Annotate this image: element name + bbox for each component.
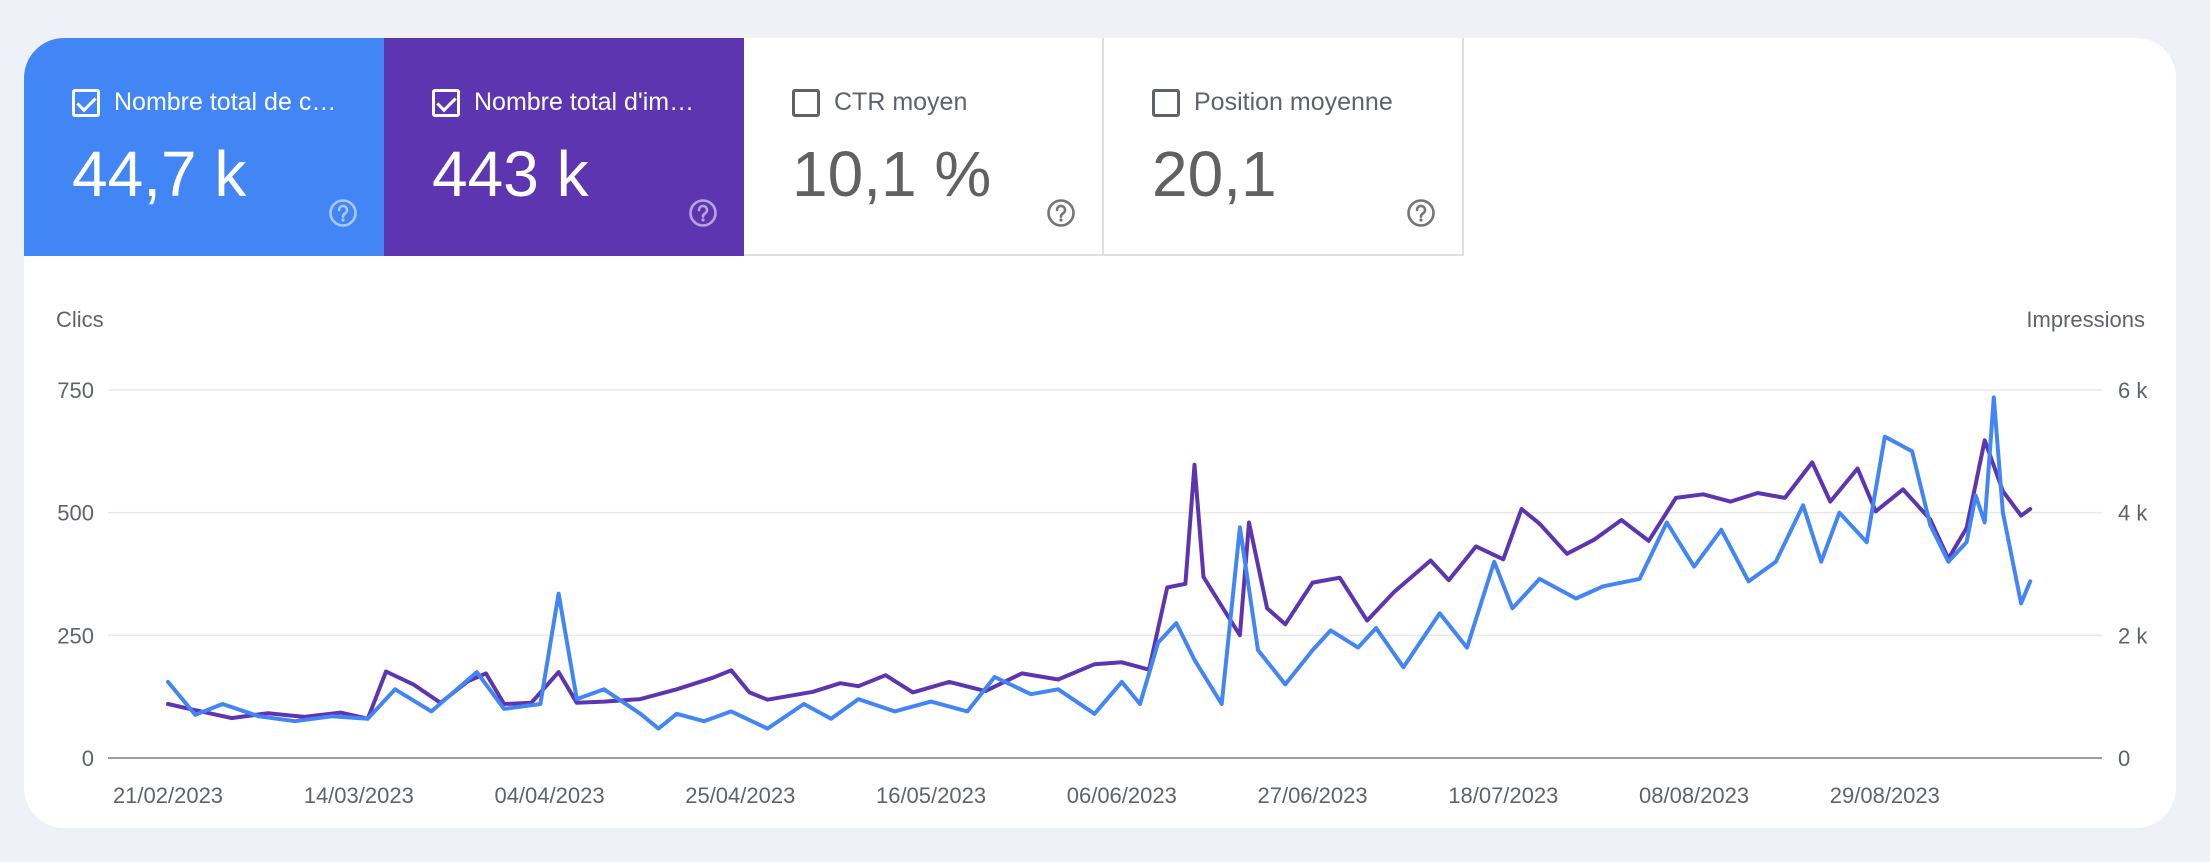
- total-impressions-card[interactable]: Nombre total d'im… 443 k: [384, 38, 744, 256]
- total-clicks-label: Nombre total de c…: [114, 88, 337, 116]
- average-position-label: Position moyenne: [1194, 88, 1393, 116]
- average-ctr-header: CTR moyen: [792, 88, 967, 117]
- x-tick-label: 08/08/2023: [1639, 783, 1749, 808]
- average-ctr-label: CTR moyen: [834, 88, 968, 116]
- performance-chart: Clics Impressions 750 6 k 500 4 k 250 2 k 0 0 21…: [24, 298, 2176, 818]
- average-ctr-card[interactable]: CTR moyen 10,1 %: [744, 38, 1104, 256]
- y-left-tick-label: 250: [57, 623, 94, 648]
- x-tick-label: 14/03/2023: [304, 783, 414, 808]
- x-tick-label: 29/08/2023: [1830, 783, 1940, 808]
- y-right-tick-label: 2 k: [2118, 623, 2148, 648]
- average-ctr-checkbox[interactable]: [792, 88, 820, 117]
- y-left-tick-label: 750: [57, 378, 94, 403]
- clicks-series-line: [166, 395, 2033, 731]
- x-tick-label: 25/04/2023: [685, 783, 795, 808]
- total-impressions-header: Nombre total d'im…: [432, 88, 694, 117]
- metric-cards: Nombre total de c… 44,7 k Nombre total d…: [24, 38, 1464, 256]
- y-right-axis-label: Impressions: [2026, 307, 2145, 332]
- total-clicks-checkbox[interactable]: [72, 88, 100, 117]
- help-icon[interactable]: [328, 198, 358, 228]
- y-right-tick-label: 6 k: [2118, 378, 2148, 403]
- y-left-axis-label: Clics: [56, 307, 104, 332]
- help-icon[interactable]: [688, 198, 718, 228]
- help-icon[interactable]: [1046, 198, 1076, 228]
- x-tick-label: 18/07/2023: [1448, 783, 1558, 808]
- y-left-tick-label: 500: [57, 501, 94, 526]
- total-clicks-card[interactable]: Nombre total de c… 44,7 k: [24, 38, 384, 256]
- y-right-tick-label: 4 k: [2118, 501, 2148, 526]
- average-ctr-value: 10,1 %: [792, 138, 992, 210]
- help-icon[interactable]: [1406, 198, 1436, 228]
- average-position-card[interactable]: Position moyenne 20,1: [1104, 38, 1464, 256]
- y-left-tick-label: 0: [82, 746, 94, 771]
- x-tick-label: 21/02/2023: [113, 783, 223, 808]
- performance-chart-svg: Clics Impressions 750 6 k 500 4 k 250 2 k 0 0 21…: [56, 307, 2148, 808]
- total-impressions-label: Nombre total d'im…: [474, 88, 695, 116]
- total-clicks-header: Nombre total de c…: [72, 88, 336, 117]
- x-tick-label: 06/06/2023: [1067, 783, 1177, 808]
- total-impressions-value: 443 k: [432, 138, 589, 210]
- x-tick-label: 16/05/2023: [876, 783, 986, 808]
- average-position-checkbox[interactable]: [1152, 88, 1180, 117]
- x-tick-label: 04/04/2023: [494, 783, 604, 808]
- impressions-series-line: [166, 438, 2033, 721]
- average-position-header: Position moyenne: [1152, 88, 1393, 117]
- average-position-value: 20,1: [1152, 138, 1277, 210]
- performance-panel: Nombre total de c… 44,7 k Nombre total d…: [24, 38, 2176, 828]
- total-clicks-value: 44,7 k: [72, 138, 247, 210]
- y-right-tick-label: 0: [2118, 746, 2130, 771]
- total-impressions-checkbox[interactable]: [432, 88, 460, 117]
- x-tick-label: 27/06/2023: [1257, 783, 1367, 808]
